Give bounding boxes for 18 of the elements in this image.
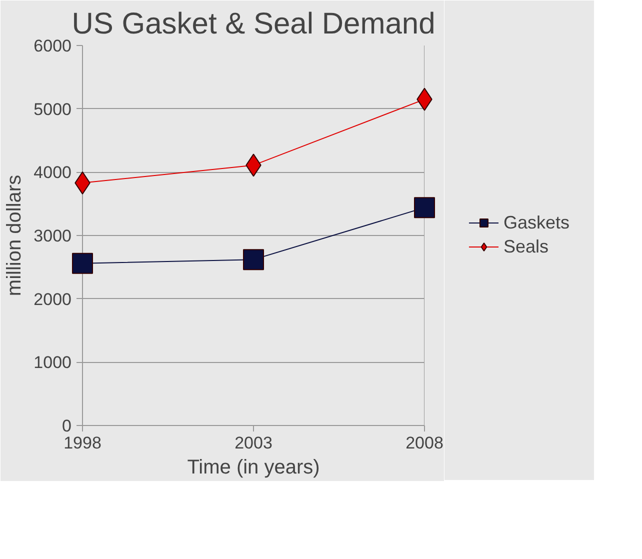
y-tick-label: 5000 bbox=[34, 100, 72, 119]
point bbox=[72, 252, 93, 274]
y-axis-title: million dollars bbox=[4, 174, 26, 296]
legend-label: Seals bbox=[503, 236, 549, 257]
point bbox=[243, 249, 264, 270]
x-axis-title: Time (in years) bbox=[187, 456, 320, 478]
x-tick-label: 1998 bbox=[64, 434, 102, 452]
y-tick-label: 2000 bbox=[34, 290, 72, 309]
y-tick-label: 3000 bbox=[34, 226, 72, 246]
chart-title: US Gasket & Seal Demand bbox=[72, 8, 436, 40]
point bbox=[414, 197, 435, 218]
y-tick-label: 0 bbox=[62, 416, 72, 436]
legend-label: Gaskets bbox=[503, 212, 570, 233]
x-tick-label: 2003 bbox=[234, 434, 272, 452]
y-tick-label: 1000 bbox=[34, 353, 72, 372]
x-tick-label: 2008 bbox=[406, 434, 444, 452]
y-tick-label: 4000 bbox=[34, 163, 72, 182]
y-tick-label: 6000 bbox=[34, 36, 72, 56]
